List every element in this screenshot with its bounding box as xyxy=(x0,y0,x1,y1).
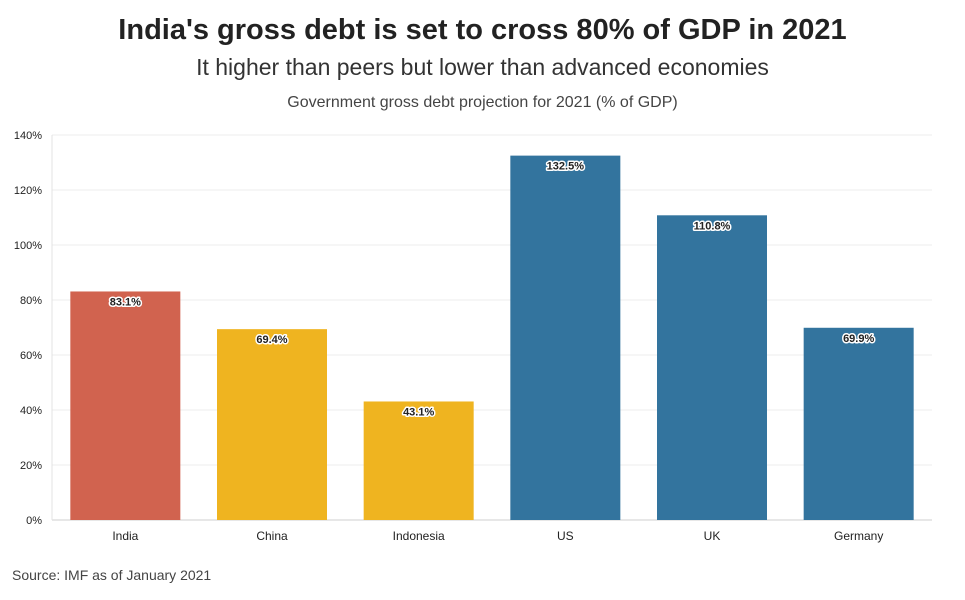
x-tick-label: Germany xyxy=(834,529,883,543)
x-tick-label: Indonesia xyxy=(393,529,445,543)
y-tick-label: 120% xyxy=(14,185,42,197)
y-tick-label: 0% xyxy=(26,515,42,527)
source-note: Source: IMF as of January 2021 xyxy=(12,567,212,583)
chart-description: Government gross debt projection for 202… xyxy=(287,94,678,111)
data-label: 110.8% xyxy=(694,220,731,232)
chart-title: India's gross debt is set to cross 80% o… xyxy=(118,14,847,46)
y-tick-label: 40% xyxy=(20,405,42,417)
bar-china xyxy=(217,329,327,520)
bar-indonesia xyxy=(363,401,474,520)
bar-germany xyxy=(803,327,914,520)
y-tick-label: 60% xyxy=(20,350,42,362)
x-tick-label: UK xyxy=(704,529,721,543)
chart-subtitle: It higher than peers but lower than adva… xyxy=(196,54,769,80)
y-tick-label: 20% xyxy=(20,460,42,472)
data-label: 69.9% xyxy=(843,333,874,345)
data-label: 43.1% xyxy=(403,406,434,418)
y-tick-label: 80% xyxy=(20,295,42,307)
x-tick-label: US xyxy=(557,529,574,543)
x-tick-label: India xyxy=(112,529,138,543)
data-label: 132.5% xyxy=(547,161,585,173)
data-label: 83.1% xyxy=(110,296,141,308)
bar-us xyxy=(510,155,621,520)
y-tick-label: 140% xyxy=(14,130,42,142)
bar-india xyxy=(70,291,181,520)
y-tick-label: 100% xyxy=(14,240,42,252)
bar-uk xyxy=(657,215,767,521)
data-label: 69.4% xyxy=(256,334,287,346)
x-tick-label: China xyxy=(256,529,288,543)
